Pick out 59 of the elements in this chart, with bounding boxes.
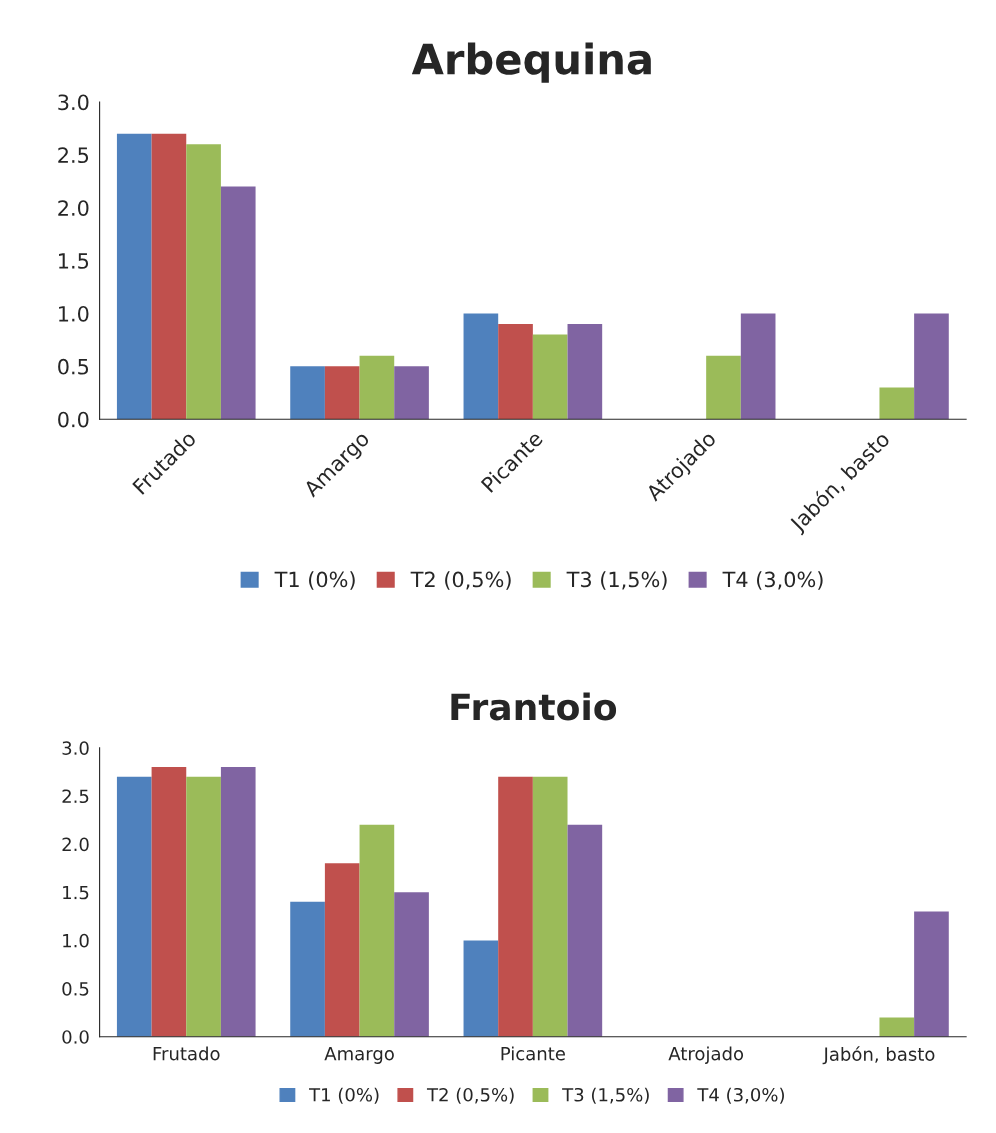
bar [914,313,949,420]
bar [186,144,221,420]
y-tick-label: 0.5 [58,358,89,375]
legend-label: T2 (0,5%) [426,1087,514,1104]
bar [567,824,603,1037]
legend-label: T1 (0%) [274,571,355,590]
y-tick-label: 2.0 [58,200,89,216]
bar [290,901,325,1037]
bar [706,355,741,420]
x-tick-label: Amargo [324,1046,394,1064]
bar [220,767,256,1037]
legend-label: T4 (3,0%) [697,1087,784,1104]
y-tick-label: 1.5 [59,253,89,269]
y-tick-label: 0.0 [58,411,89,428]
legend-label: T1 (0%) [309,1087,379,1104]
bar [220,186,256,420]
y-tick-label: 0.5 [62,982,89,996]
y-tick-label: 2.5 [58,147,89,164]
bar [359,824,395,1037]
bar [151,767,187,1037]
chart-title: Frantoio [451,692,617,721]
bar [290,366,325,420]
bar [116,133,152,420]
bar [567,324,603,420]
bar [394,366,429,420]
x-tick-label: Atrojado [668,1046,744,1064]
bar [740,313,776,420]
y-tick-label: 0.0 [62,1030,89,1044]
y-tick-label: 2.0 [62,837,89,852]
bar [463,940,499,1037]
y-tick-label: 1.0 [59,305,89,322]
bar [186,776,221,1037]
y-tick-label: 1.0 [63,933,89,948]
y-tick-label: 2.5 [62,789,89,804]
x-tick-label: Frutado [153,1046,220,1061]
bar [151,133,187,420]
y-tick-label: 3.0 [58,94,89,111]
bar [914,911,949,1037]
legend-label: T2 (0,5%) [410,571,511,590]
bar [359,355,395,420]
bar [463,313,499,420]
bar [879,387,915,420]
bar [532,776,568,1037]
bar [532,334,568,420]
bar [394,892,429,1037]
legend-label: T3 (1,5%) [562,1087,649,1104]
legend-label: T3 (1,5%) [566,571,667,590]
y-tick-label: 3.0 [62,741,89,755]
x-tick-label: Picante [501,1046,565,1061]
bar [498,776,533,1037]
bar [498,324,533,420]
bar [324,366,360,420]
y-tick-label: 1.5 [63,885,89,900]
chart-title: Arbequina [411,42,651,83]
bar [116,776,152,1037]
legend-label: T4 (3,0%) [722,571,823,590]
x-tick-label: Jabón, basto [822,1046,935,1065]
bar [324,863,360,1037]
bar [879,1017,915,1037]
